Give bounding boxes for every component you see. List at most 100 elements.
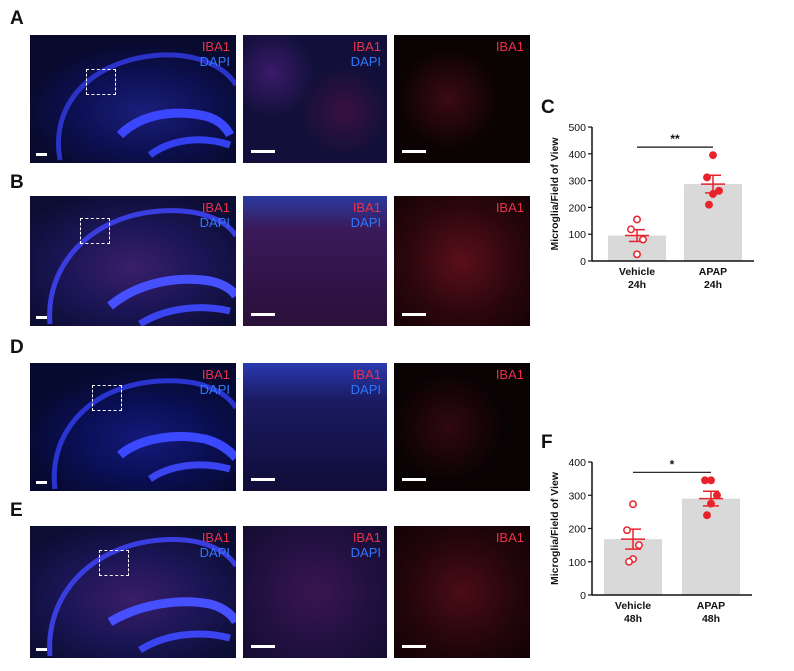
scale-bar: [251, 313, 275, 316]
data-point: [707, 499, 715, 508]
y-tick-label: 400: [568, 149, 586, 161]
data-point: [623, 526, 631, 535]
x-category-label: Vehicle: [619, 266, 655, 278]
data-point: [709, 151, 717, 160]
hippocampus-structure-b: [47, 208, 236, 326]
label-iba1: IBA1: [201, 39, 230, 54]
y-tick-label: 300: [568, 176, 586, 188]
hippocampus-overview-e: IBA1 DAPI: [30, 526, 236, 658]
data-point: [639, 235, 647, 244]
significance-marker: **: [670, 132, 680, 146]
y-tick-label: 0: [580, 256, 586, 268]
label-iba1: IBA1: [352, 530, 381, 545]
iba1-zoom-b: IBA1: [394, 196, 530, 326]
label-iba1: IBA1: [201, 367, 230, 382]
hippocampus-overview-d: IBA1 DAPI: [30, 363, 236, 491]
x-category-label: APAP: [699, 266, 727, 278]
data-point: [629, 500, 637, 509]
bar-chart-f: 0 100 200 300 400 Microglia/Field of View Vehi…: [549, 457, 752, 625]
x-category-label: Vehicle: [615, 600, 651, 612]
y-tick-label: 500: [568, 122, 586, 134]
x-category-label: 24h: [704, 279, 722, 291]
label-iba1: IBA1: [352, 367, 381, 382]
merge-zoom-b: IBA1 DAPI: [243, 196, 387, 326]
x-category-label: 48h: [624, 613, 642, 625]
iba1-zoom-e: IBA1: [394, 526, 530, 658]
label-dapi: DAPI: [350, 215, 381, 230]
scale-bar: [36, 481, 47, 484]
scale-bar: [36, 153, 47, 156]
merge-zoom-d: IBA1 DAPI: [243, 363, 387, 491]
iba1-zoom-d: IBA1: [394, 363, 530, 491]
data-point: [709, 190, 717, 198]
label-dapi: DAPI: [199, 54, 230, 69]
label-dapi: DAPI: [350, 382, 381, 397]
y-tick-label: 0: [580, 590, 586, 602]
bar-1: [682, 498, 740, 595]
scale-bar: [251, 478, 275, 481]
label-dapi: DAPI: [199, 215, 230, 230]
significance-marker: *: [670, 457, 675, 471]
merge-zoom-a: IBA1 DAPI: [243, 35, 387, 163]
hippocampus-overview-b: IBA1 DAPI: [30, 196, 236, 326]
hippocampus-structure-d: [51, 378, 236, 490]
y-tick-label: 200: [568, 524, 586, 536]
y-tick-label: 100: [568, 229, 586, 241]
label-dapi: DAPI: [199, 545, 230, 560]
y-tick-label: 200: [568, 202, 586, 214]
data-point: [703, 511, 711, 520]
hippocampus-structure-a: [56, 52, 236, 161]
roi-box-d: [92, 385, 122, 411]
y-tick-label: 100: [568, 557, 586, 569]
label-iba1: IBA1: [352, 200, 381, 215]
data-point: [701, 476, 709, 485]
label-iba1: IBA1: [352, 39, 381, 54]
hippocampus-overview-a: IBA1 DAPI: [30, 35, 236, 163]
scale-bar: [251, 150, 275, 153]
panel-letter-d: D: [10, 337, 24, 358]
panel-letter-c: C: [541, 97, 555, 118]
iba1-zoom-a: IBA1: [394, 35, 530, 163]
x-category-label: APAP: [697, 600, 725, 612]
scale-bar: [402, 150, 426, 153]
roi-box-e: [99, 550, 129, 576]
label-iba1: IBA1: [495, 200, 524, 215]
data-point: [633, 250, 641, 259]
roi-box-b: [80, 218, 110, 244]
scale-bar: [36, 648, 47, 651]
label-iba1: IBA1: [495, 367, 524, 382]
panel-letter-e: E: [10, 500, 23, 521]
scale-bar: [36, 316, 47, 319]
data-point: [705, 200, 713, 209]
label-iba1: IBA1: [201, 530, 230, 545]
x-category-label: 48h: [702, 613, 720, 625]
scale-bar: [402, 645, 426, 648]
label-iba1: IBA1: [495, 39, 524, 54]
data-point: [713, 491, 721, 500]
data-point: [703, 173, 711, 182]
data-point: [715, 186, 723, 195]
y-tick-label: 300: [568, 490, 586, 502]
x-category-label: 24h: [628, 279, 646, 291]
panel-letter-b: B: [10, 172, 24, 193]
label-iba1: IBA1: [495, 530, 524, 545]
panel-letter-f: F: [541, 432, 553, 453]
merge-zoom-e: IBA1 DAPI: [243, 526, 387, 658]
y-tick-label: 400: [568, 457, 586, 469]
hippocampus-structure-e: [47, 536, 236, 657]
scale-bar: [251, 645, 275, 648]
data-point: [633, 215, 641, 224]
roi-box-a: [86, 69, 116, 95]
label-dapi: DAPI: [350, 54, 381, 69]
label-dapi: DAPI: [350, 545, 381, 560]
y-axis-label: Microglia/Field of View: [549, 137, 561, 251]
y-axis-label: Microglia/Field of View: [549, 471, 561, 585]
panel-letter-a: A: [10, 8, 24, 29]
data-point: [625, 557, 633, 566]
scale-bar: [402, 478, 426, 481]
label-iba1: IBA1: [201, 200, 230, 215]
label-dapi: DAPI: [199, 382, 230, 397]
bar-chart-c: 0 100 200 300 400 500 Microglia/Field of View V…: [549, 122, 754, 291]
data-point: [635, 541, 643, 550]
scale-bar: [402, 313, 426, 316]
